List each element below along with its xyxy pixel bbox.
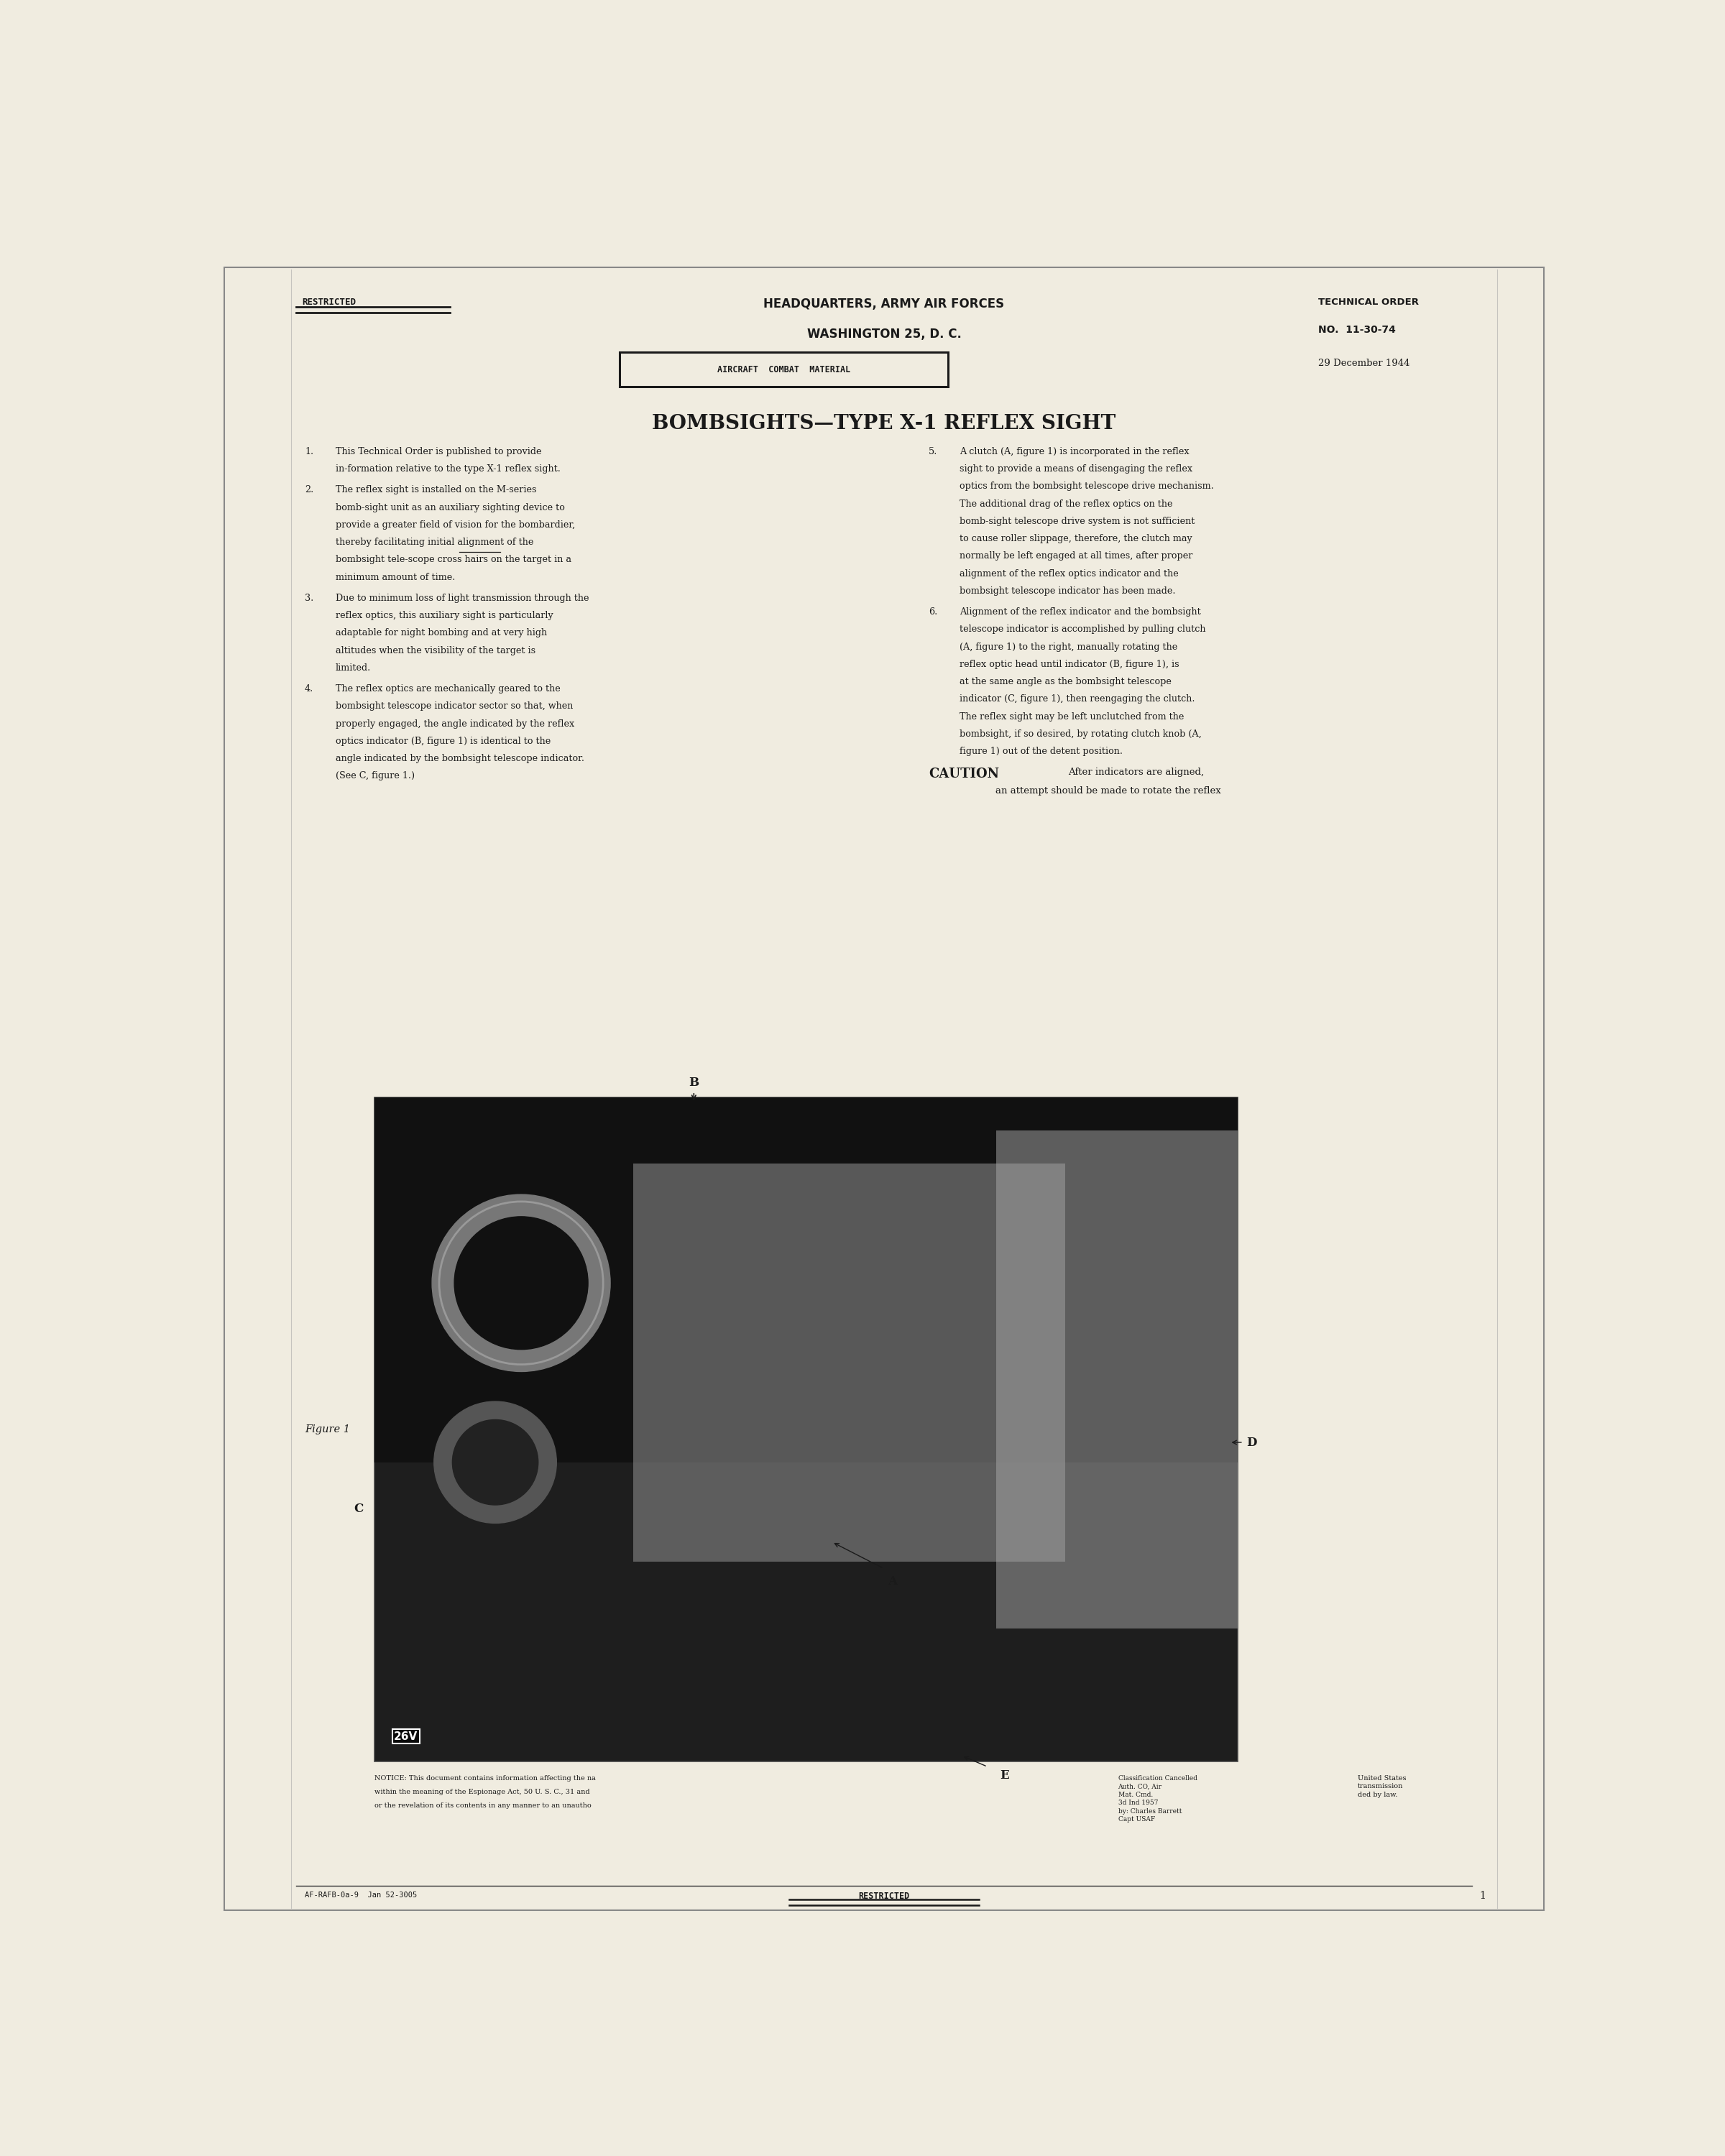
Text: HEADQUARTERS, ARMY AIR FORCES: HEADQUARTERS, ARMY AIR FORCES — [764, 298, 1004, 310]
Text: 4.: 4. — [305, 683, 314, 694]
Text: properly engaged, the angle indicated by the reflex: properly engaged, the angle indicated by… — [335, 720, 574, 729]
Text: This Technical Order is published to provide: This Technical Order is published to pro… — [335, 446, 542, 457]
Text: RESTRICTED: RESTRICTED — [302, 298, 355, 306]
Text: NO.  11-30-74: NO. 11-30-74 — [1318, 326, 1396, 334]
Text: minimum amount of time.: minimum amount of time. — [335, 573, 455, 582]
Text: AIRCRAFT  COMBAT  MATERIAL: AIRCRAFT COMBAT MATERIAL — [718, 364, 850, 375]
FancyBboxPatch shape — [374, 1097, 1239, 1462]
Text: optics indicator (B, figure 1) is identical to the: optics indicator (B, figure 1) is identi… — [335, 737, 550, 746]
Text: NOTICE: This document contains information affecting the na: NOTICE: This document contains informati… — [374, 1774, 595, 1781]
FancyBboxPatch shape — [374, 1097, 1239, 1761]
Text: limited.: limited. — [335, 664, 371, 673]
Text: RESTRICTED: RESTRICTED — [859, 1891, 909, 1902]
Text: to cause roller slippage, therefore, the clutch may: to cause roller slippage, therefore, the… — [959, 535, 1192, 543]
Text: A: A — [888, 1576, 897, 1587]
Text: normally be left engaged at all times, after proper: normally be left engaged at all times, a… — [959, 552, 1192, 561]
Text: Classification Cancelled
Auth. CO, Air
Mat. Cmd.
3d Ind 1957
by: Charles Barrett: Classification Cancelled Auth. CO, Air M… — [1118, 1774, 1197, 1822]
Text: an attempt should be made to rotate the reflex: an attempt should be made to rotate the … — [995, 787, 1221, 796]
Text: 1: 1 — [1480, 1891, 1485, 1902]
Text: (See C, figure 1.): (See C, figure 1.) — [335, 772, 414, 780]
Text: bombsight tele-scope cross hairs on the target in a: bombsight tele-scope cross hairs on the … — [335, 554, 571, 565]
Text: E: E — [1000, 1770, 1009, 1781]
Text: Alignment of the reflex indicator and the bombsight: Alignment of the reflex indicator and th… — [959, 608, 1201, 617]
Circle shape — [452, 1419, 538, 1505]
Text: adaptable for night bombing and at very high: adaptable for night bombing and at very … — [335, 627, 547, 638]
Text: AF-RAFB-0a-9  Jan 52-3005: AF-RAFB-0a-9 Jan 52-3005 — [305, 1891, 417, 1899]
Text: The reflex optics are mechanically geared to the: The reflex optics are mechanically geare… — [335, 683, 561, 694]
Text: alignment of the reflex optics indicator and the: alignment of the reflex optics indicator… — [959, 569, 1178, 578]
Text: Due to minimum loss of light transmission through the: Due to minimum loss of light transmissio… — [335, 593, 588, 604]
Text: United States
transmission
ded by law.: United States transmission ded by law. — [1358, 1774, 1406, 1798]
Text: thereby facilitating initial alignment of the: thereby facilitating initial alignment o… — [335, 537, 533, 548]
Circle shape — [431, 1194, 611, 1371]
Text: provide a greater field of vision for the bombardier,: provide a greater field of vision for th… — [335, 520, 574, 530]
Text: B: B — [688, 1076, 699, 1089]
Circle shape — [435, 1401, 557, 1522]
Text: (A, figure 1) to the right, manually rotating the: (A, figure 1) to the right, manually rot… — [959, 642, 1176, 651]
Text: Figure 1: Figure 1 — [305, 1425, 350, 1434]
Text: 29 December 1944: 29 December 1944 — [1318, 358, 1411, 369]
Text: bombsight, if so desired, by rotating clutch knob (A,: bombsight, if so desired, by rotating cl… — [959, 729, 1201, 740]
Text: The reflex sight may be left unclutched from the: The reflex sight may be left unclutched … — [959, 711, 1183, 722]
Text: in-formation relative to the type X-1 reflex sight.: in-formation relative to the type X-1 re… — [335, 464, 561, 474]
Text: The additional drag of the reflex optics on the: The additional drag of the reflex optics… — [959, 500, 1173, 509]
Text: A clutch (A, figure 1) is incorporated in the reflex: A clutch (A, figure 1) is incorporated i… — [959, 446, 1189, 457]
Text: or the revelation of its contents in any manner to an unautho: or the revelation of its contents in any… — [374, 1802, 592, 1809]
Text: 6.: 6. — [928, 608, 937, 617]
Text: 3.: 3. — [305, 593, 314, 604]
Text: at the same angle as the bombsight telescope: at the same angle as the bombsight teles… — [959, 677, 1171, 686]
Text: altitudes when the visibility of the target is: altitudes when the visibility of the tar… — [335, 647, 535, 655]
Text: sight to provide a means of disengaging the reflex: sight to provide a means of disengaging … — [959, 464, 1192, 474]
Circle shape — [454, 1216, 588, 1350]
Text: optics from the bombsight telescope drive mechanism.: optics from the bombsight telescope driv… — [959, 481, 1213, 492]
Text: WASHINGTON 25, D. C.: WASHINGTON 25, D. C. — [807, 328, 961, 341]
FancyBboxPatch shape — [995, 1130, 1239, 1628]
Text: reflex optic head until indicator (B, figure 1), is: reflex optic head until indicator (B, fi… — [959, 660, 1178, 668]
Text: telescope indicator is accomplished by pulling clutch: telescope indicator is accomplished by p… — [959, 625, 1206, 634]
Text: reflex optics, this auxiliary sight is particularly: reflex optics, this auxiliary sight is p… — [335, 610, 554, 621]
FancyBboxPatch shape — [633, 1164, 1064, 1561]
Text: 5.: 5. — [928, 446, 937, 457]
Text: indicator (C, figure 1), then reengaging the clutch.: indicator (C, figure 1), then reengaging… — [959, 694, 1195, 703]
Text: bombsight telescope indicator sector so that, when: bombsight telescope indicator sector so … — [335, 701, 573, 711]
Text: TECHNICAL ORDER: TECHNICAL ORDER — [1318, 298, 1420, 306]
Text: within the meaning of the Espionage Act, 50 U. S. C., 31 and: within the meaning of the Espionage Act,… — [374, 1789, 590, 1796]
Text: CAUTION: CAUTION — [928, 768, 999, 780]
Text: After indicators are aligned,: After indicators are aligned, — [1068, 768, 1204, 776]
Text: BOMBSIGHTS—TYPE X-1 REFLEX SIGHT: BOMBSIGHTS—TYPE X-1 REFLEX SIGHT — [652, 414, 1116, 433]
Text: 26V: 26V — [393, 1731, 417, 1742]
Text: C: C — [354, 1503, 364, 1516]
Text: bomb-sight telescope drive system is not sufficient: bomb-sight telescope drive system is not… — [959, 517, 1194, 526]
FancyBboxPatch shape — [619, 351, 949, 386]
Text: angle indicated by the bombsight telescope indicator.: angle indicated by the bombsight telesco… — [335, 755, 585, 763]
Text: 1.: 1. — [305, 446, 314, 457]
Text: The reflex sight is installed on the M-series: The reflex sight is installed on the M-s… — [335, 485, 536, 494]
Text: D: D — [1245, 1436, 1256, 1449]
Text: bomb-sight unit as an auxiliary sighting device to: bomb-sight unit as an auxiliary sighting… — [335, 502, 564, 513]
Text: 2.: 2. — [305, 485, 314, 494]
Text: bombsight telescope indicator has been made.: bombsight telescope indicator has been m… — [959, 586, 1175, 595]
Text: figure 1) out of the detent position.: figure 1) out of the detent position. — [959, 746, 1123, 757]
